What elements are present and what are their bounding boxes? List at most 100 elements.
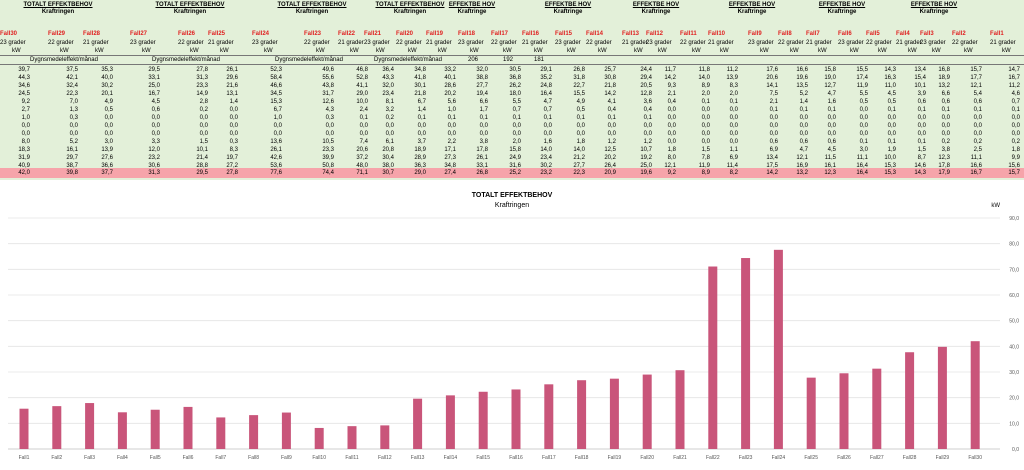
dygn-label-1: Dygnsmedeleffekt/månad [30, 57, 98, 63]
total-cell: 16,4 [856, 170, 868, 176]
table-cell: 7,5 [769, 91, 778, 97]
table-cell: 11,1 [970, 155, 982, 161]
table-cell: 20,8 [382, 147, 394, 153]
unit-label: kW [220, 48, 229, 54]
table-cell: 17,5 [766, 163, 778, 169]
dygn-label-2: Dygnsmedeleffekt/månad [152, 57, 220, 63]
x-tick-label: Fall14 [444, 455, 458, 461]
table-cell: 0,0 [273, 131, 282, 137]
y-tick-labels: 0,0 10,0 20,0 30,0 40,0 50,0 60,0 70,0 80,0 90,0 [1009, 216, 1019, 453]
table-cell: 0,0 [607, 123, 616, 129]
table-cell: 1,5 [701, 147, 710, 153]
table-cell: 0,0 [973, 123, 982, 129]
table-cell: 1,3 [69, 107, 78, 113]
bar-fall27 [872, 368, 882, 449]
x-tick-label: Fall25 [804, 455, 818, 461]
unit-label: kW [376, 48, 385, 54]
table-cell: 10,5 [322, 139, 334, 145]
table-cell: 33,1 [148, 75, 160, 81]
x-tick-label: Fall9 [281, 455, 292, 461]
bar-fall11 [347, 426, 357, 449]
bar-fall30 [970, 341, 980, 449]
table-cell: 13,5 [796, 83, 808, 89]
temp-label: 23 grader [646, 40, 672, 46]
table-cell: 15,5 [856, 67, 868, 73]
table-cell: 50,8 [322, 163, 334, 169]
table-cell: 0,0 [887, 131, 896, 137]
table-cell: 0,0 [479, 131, 488, 137]
table-cell: 4,7 [827, 91, 836, 97]
table-cell: 39,9 [322, 155, 334, 161]
table-cell: 0,0 [769, 115, 778, 121]
temp-label: 21 grader [622, 40, 648, 46]
table-cell: 1,6 [543, 139, 552, 145]
table-cell: 8,1 [385, 99, 394, 105]
unit-label: kW [760, 48, 769, 54]
total-cell: 15,3 [884, 170, 896, 176]
table-cell: 0,0 [385, 131, 394, 137]
table-cell: 4,5 [887, 91, 896, 97]
x-tick-label: Fall12 [378, 455, 392, 461]
table-cell: 0,1 [729, 99, 738, 105]
table-cell: 0,1 [917, 139, 926, 145]
table-cell: 2,0 [512, 139, 521, 145]
table-cell: 0,0 [827, 131, 836, 137]
table-cell: 0,5 [859, 99, 868, 105]
temp-label: 23 grader [458, 40, 484, 46]
table-cell: 0,1 [359, 115, 368, 121]
table-cell: 0,1 [973, 107, 982, 113]
table-cell: 0,0 [769, 123, 778, 129]
table-cell: 41,8 [414, 75, 426, 81]
table-cell: 11,1 [856, 155, 868, 161]
table-cell: 0,7 [512, 107, 521, 113]
table-cell: 8,3 [729, 83, 738, 89]
y-tick-label: 80,0 [1009, 242, 1019, 248]
total-cell: 19,6 [640, 170, 652, 176]
table-cell: 0,0 [273, 123, 282, 129]
table-cell: 37,2 [356, 155, 368, 161]
table-cell: 0,3 [325, 115, 334, 121]
table-cell: 20,6 [356, 147, 368, 153]
temp-label: 21 grader [426, 40, 452, 46]
fall-header: Fall11 [680, 31, 697, 37]
table-cell: 25,0 [148, 83, 160, 89]
table-cell: 15,5 [573, 91, 585, 97]
table-cell: 0,0 [151, 131, 160, 137]
table-cell: 1,2 [607, 139, 616, 145]
table-cell: 15,4 [914, 75, 926, 81]
bar-fall17 [544, 384, 554, 449]
table-cell: 0,1 [941, 107, 950, 113]
table-cell: 3,0 [104, 139, 113, 145]
bar-fall9 [281, 412, 291, 449]
group-title: EFFEKTBE HOV [728, 2, 776, 8]
table-cell: 0,0 [667, 131, 676, 137]
table-cell: 23,4 [540, 155, 552, 161]
table-cell: 31,7 [322, 91, 334, 97]
table-cell: 34,5 [270, 91, 282, 97]
x-tick-label: Fall30 [968, 455, 982, 461]
table-cell: 2,0 [701, 91, 710, 97]
group-subtitle: Kraftringe [553, 9, 583, 15]
group-subtitle: Kraftringe [827, 9, 857, 15]
fall-header: Fall25 [208, 31, 226, 37]
fall-header: Fall14 [586, 31, 604, 37]
bar-fall21 [675, 370, 685, 449]
table-cell: 0,6 [827, 139, 836, 145]
dygn-label-3: Dygnsmedeleffekt/månad [275, 57, 343, 63]
table-cell: 0,0 [576, 123, 585, 129]
table-cell: 4,5 [151, 99, 160, 105]
table-cell: 0,0 [104, 115, 113, 121]
group-title: TOTALT EFFEKTBEHOV [375, 2, 445, 8]
table-cell: 0,0 [729, 107, 738, 113]
table-cell: 11,0 [884, 83, 896, 89]
fall-header: Fall10 [708, 31, 726, 37]
y-tick-label: 70,0 [1009, 267, 1019, 273]
table-cell: 44,3 [18, 75, 30, 81]
table-cell: 10,1 [196, 147, 208, 153]
table-cell: 0,1 [479, 115, 488, 121]
table-cell: 0,0 [229, 131, 238, 137]
unit-label: kW [634, 48, 643, 54]
table-cell: 0,0 [359, 123, 368, 129]
table-cell: 14,3 [884, 67, 896, 73]
total-cell: 31,3 [148, 170, 160, 176]
